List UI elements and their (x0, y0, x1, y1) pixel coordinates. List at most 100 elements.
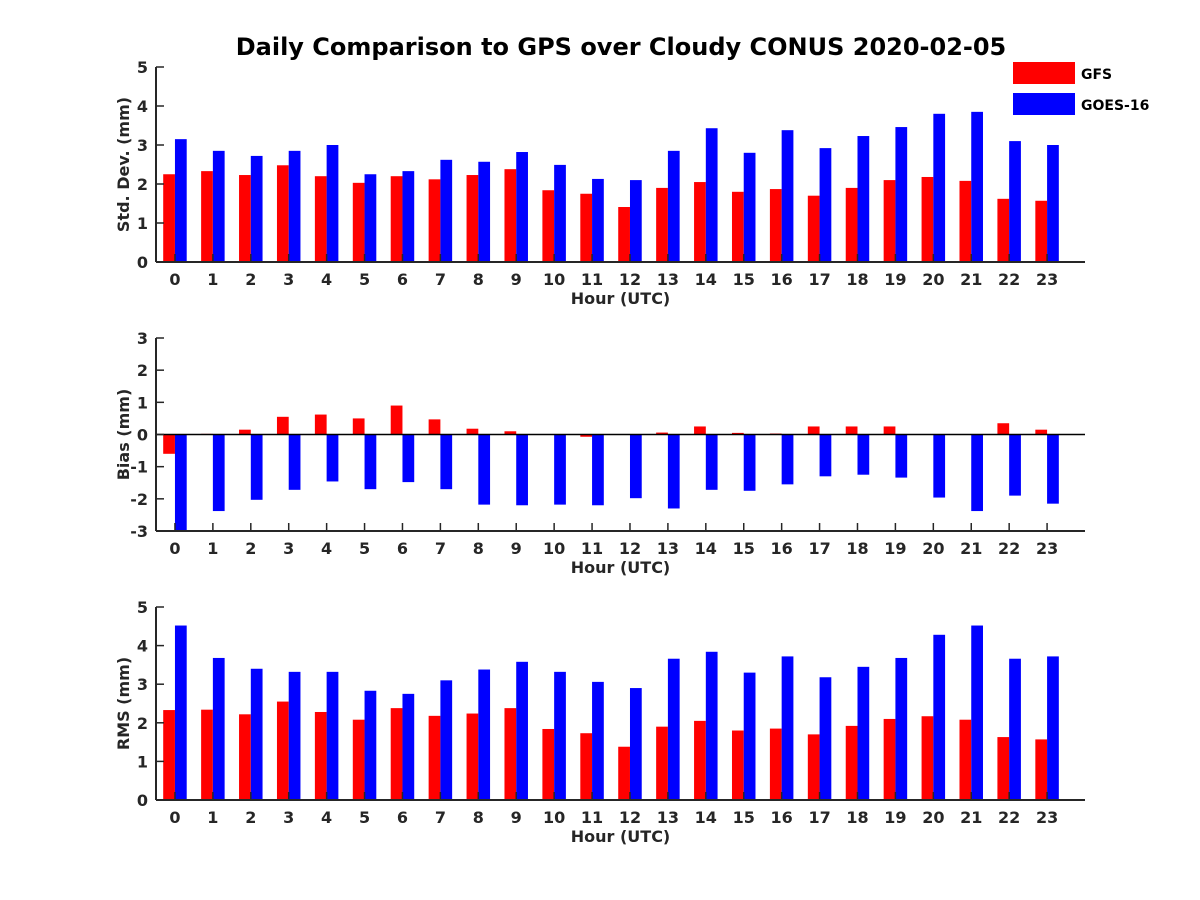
bar-gfs-h21 (959, 719, 972, 800)
x-tick-label: 13 (657, 539, 679, 558)
x-tick-label: 1 (207, 539, 218, 558)
bar-gfs-h13 (656, 187, 668, 262)
bar-goes-16-h18 (857, 666, 870, 800)
x-tick-label: 14 (695, 270, 717, 289)
bar-goes-16-h2 (250, 434, 263, 500)
bar-goes-16-h13 (667, 150, 680, 262)
y-tick-label: 4 (137, 97, 148, 116)
x-tick-label: 7 (435, 539, 446, 558)
x-tick-label: 18 (846, 270, 868, 289)
x-tick-label: 12 (619, 270, 641, 289)
chart-title: Daily Comparison to GPS over Cloudy CONU… (236, 33, 1007, 61)
bar-goes-16-h23 (1047, 656, 1059, 800)
bar-gfs-h19 (883, 426, 896, 435)
bar-goes-16-h2 (250, 155, 263, 262)
x-tick-label: 13 (657, 270, 679, 289)
x-tick-label: 10 (543, 808, 565, 827)
bar-gfs-h7 (428, 179, 441, 262)
y-axis-label: Std. Dev. (mm) (114, 97, 133, 232)
bar-goes-16-h20 (933, 634, 946, 800)
bar-goes-16-h21 (971, 111, 983, 262)
bar-goes-16-h4 (326, 671, 339, 800)
bar-gfs-h22 (997, 423, 1010, 435)
bar-gfs-h1 (201, 171, 213, 262)
x-tick-label: 15 (733, 808, 755, 827)
bar-gfs-h14 (694, 720, 706, 800)
x-tick-label: 12 (619, 808, 641, 827)
bar-gfs-h6 (390, 405, 403, 435)
bar-goes-16-h5 (364, 174, 377, 262)
bar-goes-16-h1 (212, 150, 225, 262)
bar-goes-16-h3 (288, 150, 301, 262)
bar-goes-16-h5 (364, 434, 377, 490)
bar-gfs-h9 (504, 169, 517, 262)
bar-goes-16-h21 (971, 625, 983, 800)
x-tick-label: 8 (473, 808, 484, 827)
bar-goes-16-h15 (743, 434, 756, 491)
y-tick-label: -3 (130, 522, 148, 541)
bar-goes-16-h7 (440, 159, 453, 262)
bar-gfs-h2 (239, 714, 251, 800)
x-tick-label: 16 (771, 539, 793, 558)
x-axis-label: Hour (UTC) (571, 289, 671, 308)
bar-goes-16-h0 (174, 625, 187, 800)
legend-label-goes-16: GOES-16 (1081, 98, 1149, 114)
bar-gfs-h18 (845, 426, 858, 435)
x-tick-label: 23 (1036, 270, 1058, 289)
bar-gfs-h8 (466, 428, 479, 435)
bar-goes-16-h3 (288, 434, 301, 490)
y-tick-label: 3 (137, 675, 148, 694)
bar-goes-16-h11 (592, 434, 604, 506)
x-tick-label: 15 (733, 539, 755, 558)
x-tick-label: 18 (846, 539, 868, 558)
bar-gfs-h6 (390, 708, 403, 800)
bar-gfs-h11 (580, 733, 593, 800)
bar-gfs-h21 (959, 180, 972, 262)
bar-gfs-h4 (314, 176, 327, 262)
x-tick-label: 1 (207, 808, 218, 827)
bar-gfs-h7 (428, 419, 441, 435)
y-tick-label: 5 (137, 58, 148, 77)
bar-goes-16-h9 (516, 152, 528, 262)
bar-gfs-h16 (769, 728, 782, 800)
bar-goes-16-h16 (781, 130, 794, 262)
bar-gfs-h5 (352, 719, 365, 800)
bar-goes-16-h4 (326, 434, 339, 482)
y-tick-label: -2 (130, 490, 148, 509)
bar-gfs-h20 (921, 176, 934, 262)
x-tick-label: 20 (922, 270, 944, 289)
x-tick-label: 13 (657, 808, 679, 827)
bar-gfs-h0 (163, 710, 175, 800)
bar-gfs-h3 (276, 701, 289, 800)
x-tick-label: 20 (922, 808, 944, 827)
bar-goes-16-h12 (629, 434, 642, 499)
bar-gfs-h10 (542, 190, 555, 262)
bar-goes-16-h0 (174, 139, 187, 262)
y-tick-label: 3 (137, 329, 148, 348)
bar-gfs-h13 (656, 726, 668, 800)
x-tick-label: 5 (359, 539, 370, 558)
bar-goes-16-h16 (781, 434, 794, 485)
bar-goes-16-h13 (667, 658, 680, 800)
bar-goes-16-h14 (705, 651, 718, 800)
y-tick-label: 2 (137, 175, 148, 194)
bar-gfs-h2 (239, 175, 251, 262)
x-tick-label: 2 (245, 539, 256, 558)
bar-goes-16-h20 (933, 113, 946, 262)
bar-goes-16-h1 (212, 434, 225, 512)
bar-gfs-h23 (1035, 429, 1048, 435)
bar-goes-16-h22 (1009, 434, 1021, 496)
x-tick-label: 0 (169, 270, 180, 289)
bar-goes-16-h9 (516, 661, 528, 800)
x-tick-label: 9 (511, 539, 522, 558)
bar-gfs-h17 (807, 195, 820, 262)
x-tick-label: 8 (473, 270, 484, 289)
bar-goes-16-h21 (971, 434, 983, 512)
x-tick-label: 21 (960, 808, 982, 827)
bar-goes-16-h14 (705, 434, 718, 490)
bar-goes-16-h12 (629, 180, 642, 262)
x-tick-label: 7 (435, 270, 446, 289)
x-tick-label: 4 (321, 270, 332, 289)
